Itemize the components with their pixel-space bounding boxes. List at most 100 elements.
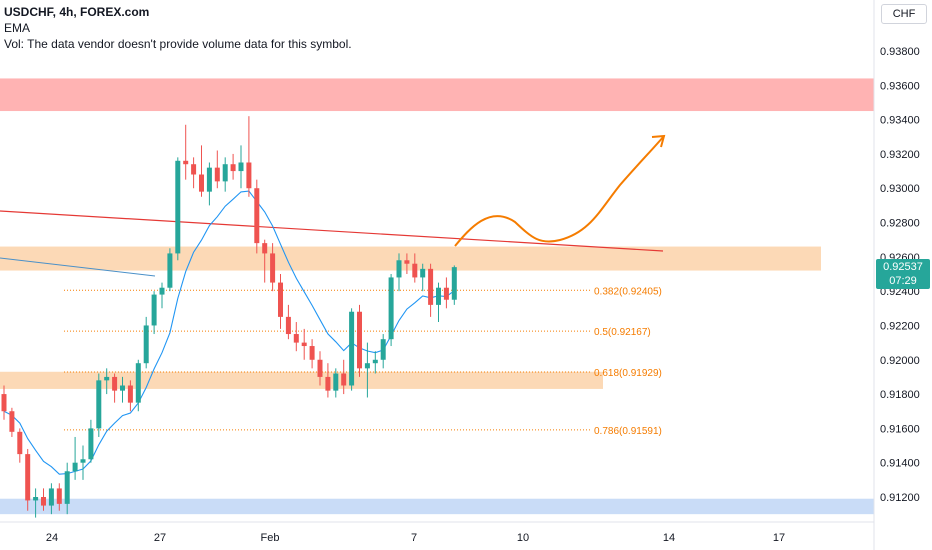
candle-body xyxy=(333,373,339,391)
candle-body xyxy=(127,385,133,403)
candle-body xyxy=(420,268,426,278)
price-tick-label: 0.91800 xyxy=(880,389,920,401)
candle-body xyxy=(56,488,62,504)
candle-body xyxy=(443,287,449,300)
fib-label: 0.5(0.92167) xyxy=(594,327,651,338)
candle-body xyxy=(135,363,141,403)
time-tick-label: 17 xyxy=(773,532,785,544)
descending-trendline[interactable] xyxy=(0,210,664,252)
candle-body xyxy=(17,431,23,455)
candle-body xyxy=(25,454,31,501)
ema-legend[interactable]: EMA xyxy=(4,21,31,35)
candles xyxy=(1,116,457,518)
time-tick-label: 7 xyxy=(411,532,417,544)
candle-body xyxy=(33,497,39,501)
price-tick-label: 0.93000 xyxy=(880,183,920,195)
blue-trendline[interactable] xyxy=(0,257,156,277)
candle-body xyxy=(175,160,181,254)
candle-body xyxy=(159,287,165,295)
currency-button[interactable]: CHF xyxy=(881,4,927,24)
candle-body xyxy=(325,376,331,391)
last-price-value: 0.92537 xyxy=(883,261,923,273)
candle-body xyxy=(120,385,125,391)
candle-body xyxy=(412,263,418,278)
sr-zone-lower[interactable] xyxy=(0,371,603,389)
candle-body xyxy=(262,243,268,254)
candle-body xyxy=(309,346,315,360)
sr-zone-upper[interactable] xyxy=(0,246,821,271)
price-tick-label: 0.92800 xyxy=(880,218,920,230)
candle-body xyxy=(349,311,355,386)
candle-body xyxy=(199,174,204,192)
candle-body xyxy=(278,282,283,317)
volume-note: Vol: The data vendor doesn't provide vol… xyxy=(4,37,352,51)
candle-body xyxy=(357,311,362,369)
fib-label: 0.382(0.92405) xyxy=(594,286,662,297)
candle-body xyxy=(151,294,157,326)
price-tick-label: 0.93800 xyxy=(880,46,920,58)
candle-body xyxy=(404,260,410,264)
price-tick-label: 0.93600 xyxy=(880,80,920,92)
candle-body xyxy=(293,334,299,343)
candle-body xyxy=(380,339,386,360)
candle-body xyxy=(9,411,15,432)
price-tick-label: 0.91200 xyxy=(880,492,920,504)
candle-body xyxy=(396,260,402,278)
candle-body xyxy=(143,325,149,364)
price-axis[interactable]: 0.93800 0.93600 0.93400 0.93200 0.93000 0.928… xyxy=(873,0,920,550)
candle-body xyxy=(80,459,86,463)
resistance-zone[interactable] xyxy=(0,78,874,112)
price-tick-label: 0.92000 xyxy=(880,355,920,367)
price-tick-label: 0.91600 xyxy=(880,423,920,435)
candle-body xyxy=(72,462,78,472)
candle-body xyxy=(436,287,441,305)
time-tick-label: 24 xyxy=(46,532,58,544)
support-zone[interactable] xyxy=(0,498,874,515)
bar-countdown: 07:29 xyxy=(889,275,917,287)
candle-body xyxy=(183,160,189,165)
fib-label: 0.786(0.91591) xyxy=(594,426,662,437)
candle-body xyxy=(254,188,260,244)
candle-body xyxy=(88,428,94,460)
candle-body xyxy=(206,167,212,192)
candle-body xyxy=(230,164,236,172)
projection-arrow-path xyxy=(454,135,665,247)
candle-body xyxy=(388,277,394,340)
price-tick-label: 0.93400 xyxy=(880,115,920,127)
trendlines xyxy=(0,210,664,277)
candle-body xyxy=(222,164,228,182)
last-price-tag: 0.92537 07:29 xyxy=(876,259,930,289)
candle-body xyxy=(214,167,220,182)
ema-line xyxy=(3,190,455,475)
time-tick-label: 27 xyxy=(154,532,166,544)
fib-label: 0.618(0.91929) xyxy=(594,368,662,379)
time-axis[interactable]: 24 27 Feb 7 10 14 17 xyxy=(0,521,874,544)
candle-body xyxy=(285,316,291,335)
candle-body xyxy=(317,359,323,377)
candle-body xyxy=(372,359,378,364)
candle-body xyxy=(451,267,457,300)
candle-body xyxy=(301,342,307,347)
price-tick-label: 0.91400 xyxy=(880,458,920,470)
candle-body xyxy=(167,253,173,288)
chart-legend: USDCHF, 4h, FOREX.com EMA Vol: The data … xyxy=(4,4,352,52)
candle-body xyxy=(1,394,7,412)
price-tick-label: 0.93200 xyxy=(880,149,920,161)
fibonacci-levels: 0.382(0.92405) 0.5(0.92167) 0.618(0.91929)… xyxy=(64,286,662,437)
candle-body xyxy=(270,253,276,283)
candle-body xyxy=(341,373,347,386)
symbol-title[interactable]: USDCHF, 4h, FOREX.com xyxy=(4,5,150,19)
projection-arrow-head xyxy=(651,134,666,148)
candle-body xyxy=(428,268,434,305)
price-zones xyxy=(0,78,874,515)
candle-body xyxy=(246,162,252,189)
candle-body xyxy=(96,380,102,429)
candle-body xyxy=(64,471,70,504)
candle-body xyxy=(112,376,118,391)
candle-body xyxy=(41,497,46,506)
candle-body xyxy=(48,488,54,506)
candle-body xyxy=(238,162,244,172)
time-tick-label: Feb xyxy=(261,532,280,544)
candle-body xyxy=(104,376,110,381)
